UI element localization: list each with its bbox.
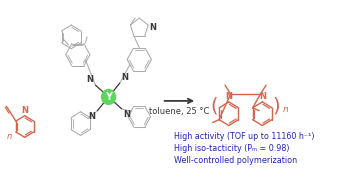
Text: ): ) [272, 96, 280, 115]
Text: N: N [150, 22, 156, 32]
Text: N: N [259, 92, 266, 101]
Text: n: n [6, 132, 12, 141]
Text: N: N [88, 112, 96, 121]
Text: toluene, 25 °C: toluene, 25 °C [149, 107, 209, 116]
Circle shape [102, 90, 116, 104]
Text: High iso-tacticity (Pₘ = 0.98): High iso-tacticity (Pₘ = 0.98) [174, 144, 289, 153]
Text: Well-controlled polymerization: Well-controlled polymerization [174, 156, 297, 164]
Text: N: N [123, 110, 131, 119]
Text: Y: Y [105, 92, 112, 102]
Text: N: N [225, 92, 232, 101]
Text: n: n [283, 105, 289, 114]
Text: N: N [122, 73, 129, 82]
Text: N: N [87, 75, 94, 84]
Text: N: N [21, 106, 28, 115]
Text: High activity (TOF up to 11160 h⁻¹): High activity (TOF up to 11160 h⁻¹) [174, 132, 314, 141]
Text: (: ( [210, 96, 218, 115]
